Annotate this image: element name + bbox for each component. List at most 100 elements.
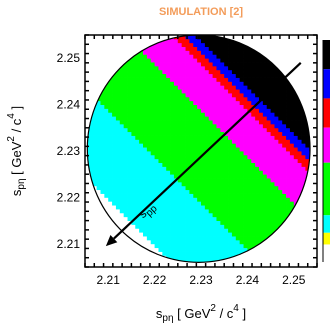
- heatmap-cell: [150, 135, 155, 140]
- heatmap-cell: [123, 65, 128, 71]
- heatmap-cell: [100, 135, 105, 140]
- heatmap-cell: [216, 189, 221, 194]
- heatmap-cell: [119, 131, 125, 136]
- heatmap-cell: [220, 96, 225, 102]
- heatmap-cell: [131, 212, 136, 218]
- heatmap-cell: [143, 62, 148, 67]
- heatmap-cell: [204, 116, 210, 121]
- heatmap-cell: [158, 197, 163, 202]
- heatmap-cell: [185, 65, 190, 71]
- heatmap-cell: [143, 185, 148, 191]
- heatmap-cell: [216, 243, 221, 249]
- heatmap-cell: [259, 220, 264, 225]
- heatmap-cell: [262, 174, 268, 179]
- heatmap-cell: [154, 166, 159, 171]
- heatmap-cell: [255, 174, 260, 179]
- heatmap-cell: [274, 212, 279, 218]
- heatmap-cell: [181, 46, 186, 51]
- heatmap-cell: [293, 178, 299, 183]
- heatmap-cell: [112, 197, 117, 202]
- heatmap-cell: [189, 46, 194, 51]
- heatmap-cell: [282, 174, 287, 179]
- heatmap-cell: [278, 158, 283, 163]
- heatmap-cell: [266, 135, 271, 140]
- heatmap-cell: [231, 131, 237, 136]
- heatmap-cell: [247, 181, 252, 187]
- heatmap-cell: [123, 112, 128, 117]
- heatmap-cell: [216, 85, 221, 90]
- heatmap-cell: [204, 166, 210, 171]
- heatmap-cell: [297, 151, 302, 156]
- heatmap-cell: [255, 85, 260, 90]
- heatmap-cell: [104, 174, 109, 179]
- heatmap-cell: [123, 116, 128, 121]
- heatmap-cell: [197, 54, 202, 59]
- heatmap-cell: [104, 135, 109, 140]
- heatmap-cell: [247, 62, 252, 67]
- heatmap-cell: [181, 69, 186, 75]
- heatmap-cell: [220, 123, 225, 129]
- heatmap-cell: [224, 158, 229, 163]
- heatmap-cell: [262, 220, 268, 225]
- heatmap-cell: [289, 120, 295, 125]
- heatmap-cell: [177, 46, 183, 51]
- heatmap-cell: [131, 139, 136, 144]
- heatmap-cell: [274, 151, 279, 156]
- heatmap-cell: [92, 139, 97, 144]
- heatmap-cell: [247, 58, 252, 63]
- heatmap-cell: [220, 170, 225, 175]
- heatmap-cell: [162, 62, 167, 67]
- heatmap-cell: [146, 174, 152, 179]
- heatmap-cell: [208, 65, 213, 71]
- heatmap-cell: [259, 139, 264, 144]
- heatmap-cell: [170, 38, 175, 44]
- heatmap-cell: [170, 46, 175, 51]
- heatmap-cell: [146, 185, 152, 191]
- heatmap-cell: [88, 147, 94, 152]
- heatmap-cell: [197, 174, 202, 179]
- heatmap-cell: [185, 89, 190, 94]
- heatmap-cell: [266, 216, 271, 221]
- heatmap-cell: [181, 224, 186, 229]
- heatmap-cell: [185, 185, 190, 191]
- heatmap-cell: [255, 81, 260, 86]
- heatmap-cell: [150, 154, 155, 160]
- heatmap-cell: [243, 212, 248, 218]
- heatmap-cell: [185, 236, 190, 241]
- heatmap-cell: [204, 143, 210, 148]
- heatmap-cell: [135, 197, 140, 202]
- heatmap-cell: [220, 236, 225, 241]
- heatmap-cell: [112, 93, 117, 98]
- heatmap-cell: [239, 181, 244, 187]
- heatmap-cell: [197, 112, 202, 117]
- heatmap-cell: [224, 178, 229, 183]
- heatmap-cell: [193, 116, 198, 121]
- heatmap-cell: [170, 69, 175, 75]
- heatmap-cell: [150, 170, 155, 175]
- heatmap-cell: [127, 178, 132, 183]
- heatmap-cell: [235, 46, 241, 51]
- heatmap-cell: [239, 224, 244, 229]
- heatmap-cell: [166, 85, 171, 90]
- heatmap-cell: [193, 50, 198, 55]
- heatmap-cell: [278, 135, 283, 140]
- heatmap-cell: [212, 224, 217, 229]
- heatmap-cell: [212, 65, 217, 71]
- heatmap-cell: [235, 243, 241, 249]
- heatmap-cell: [193, 81, 198, 86]
- heatmap-cell: [255, 123, 260, 129]
- heatmap-cell: [235, 193, 241, 198]
- heatmap-cell: [212, 112, 217, 117]
- heatmap-cell: [278, 81, 283, 86]
- heatmap-cell: [204, 174, 210, 179]
- heatmap-cell: [224, 228, 229, 233]
- heatmap-cell: [262, 236, 268, 241]
- heatmap-cell: [216, 89, 221, 94]
- heatmap-cell: [278, 89, 283, 94]
- heatmap-cell: [212, 120, 217, 125]
- heatmap-cell: [193, 139, 198, 144]
- heatmap-cell: [100, 189, 105, 194]
- heatmap-cell: [177, 205, 183, 210]
- heatmap-cell: [150, 85, 155, 90]
- heatmap-cell: [123, 162, 128, 167]
